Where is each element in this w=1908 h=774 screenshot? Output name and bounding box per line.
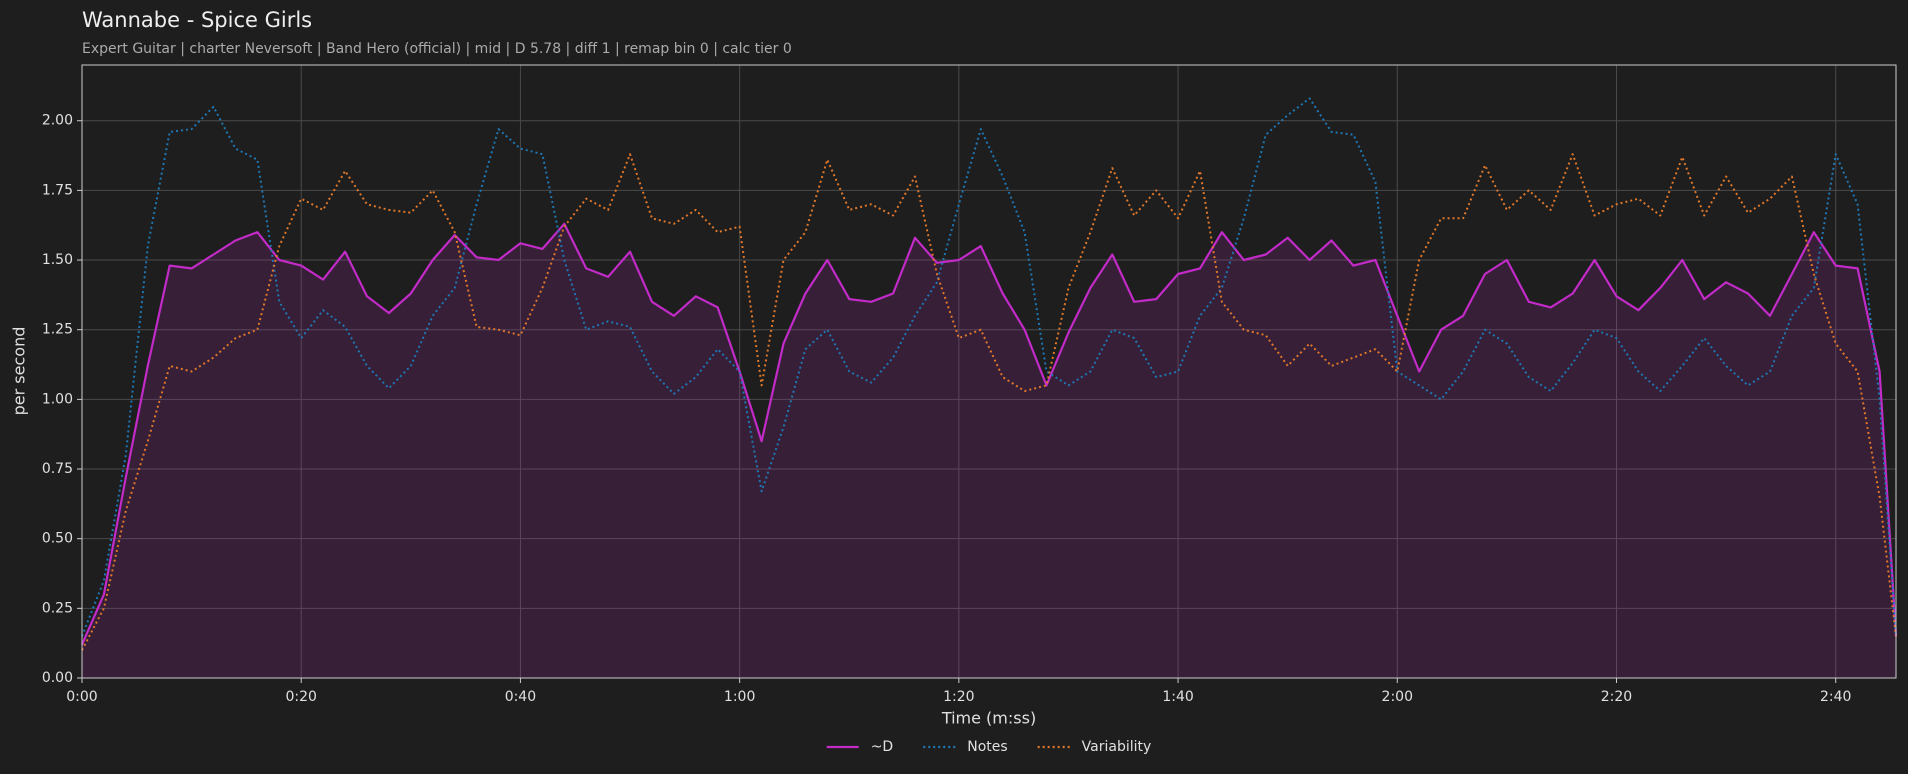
legend-label: Notes xyxy=(967,739,1007,755)
y-tick-label: 0.50 xyxy=(42,531,73,547)
legend: ~D Notes Variability xyxy=(826,739,1152,755)
y-tick-label: 2.00 xyxy=(42,113,73,129)
legend-label: Variability xyxy=(1082,739,1152,755)
x-tick-label: 1:00 xyxy=(724,689,755,705)
x-tick-label: 1:40 xyxy=(1162,689,1193,705)
line xyxy=(81,153,1897,651)
y-tick-label: 1.75 xyxy=(42,182,73,198)
chart-subtitle: Expert Guitar | charter Neversoft | Band… xyxy=(82,41,792,57)
y-tick-label: 0.75 xyxy=(42,461,73,477)
y-axis-label: per second xyxy=(10,327,29,416)
chart-title: Wannabe - Spice Girls xyxy=(82,8,312,32)
y-tick-label: 1.25 xyxy=(42,322,73,338)
x-tick-label: 0:20 xyxy=(285,689,316,705)
x-tick-label: 1:20 xyxy=(943,689,974,705)
x-axis-label: Time (m:ss) xyxy=(941,709,1036,728)
plot-background xyxy=(82,65,1896,678)
x-tick-label: 0:40 xyxy=(505,689,536,705)
y-tick-label: 1.00 xyxy=(42,391,73,407)
y-tick-label: 0.25 xyxy=(42,600,73,616)
y-tick-label: 0.00 xyxy=(42,670,73,686)
line xyxy=(80,222,1898,646)
plot-frame xyxy=(81,64,1897,679)
x-tick-label: 0:00 xyxy=(66,689,97,705)
legend-label: ~D xyxy=(871,739,894,755)
x-tick-label: 2:00 xyxy=(1382,689,1413,705)
x-tick-label: 2:40 xyxy=(1820,689,1851,705)
y-tick-label: 1.50 xyxy=(42,252,73,268)
line xyxy=(81,97,1897,637)
area xyxy=(82,223,1896,679)
x-tick-label: 2:20 xyxy=(1601,689,1632,705)
